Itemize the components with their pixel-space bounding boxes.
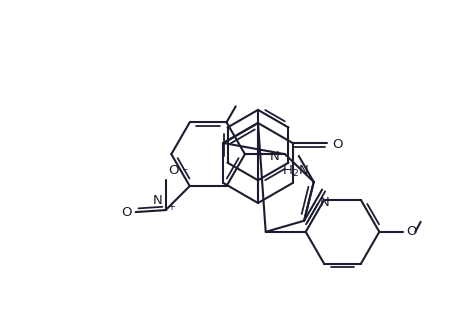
Text: N: N [319, 196, 329, 209]
Text: N: N [153, 194, 162, 207]
Text: H$_2$N: H$_2$N [282, 164, 309, 179]
Text: O: O [169, 164, 179, 177]
Text: O: O [406, 225, 417, 238]
Text: O: O [333, 139, 343, 151]
Text: O: O [121, 206, 132, 218]
Text: N: N [270, 150, 280, 163]
Text: +: + [167, 202, 175, 212]
Text: $^-$: $^-$ [179, 167, 189, 177]
